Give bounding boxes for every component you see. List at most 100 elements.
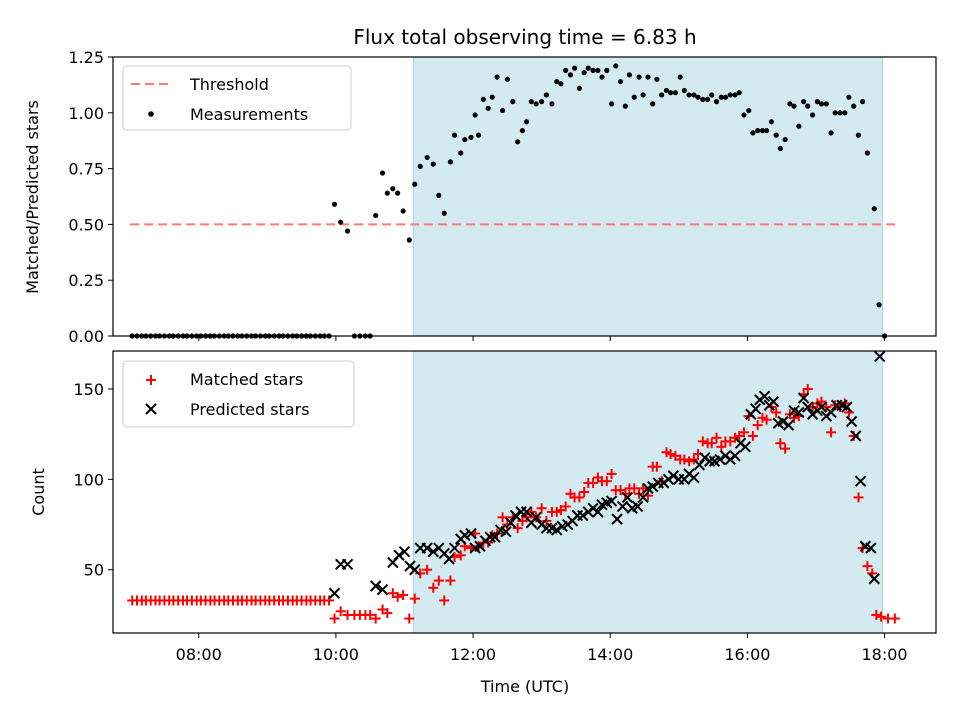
- measurement-point: [636, 74, 642, 80]
- x-axis-label: Time (UTC): [480, 677, 569, 696]
- predicted-star-point: [341, 558, 354, 571]
- measurement-point: [681, 87, 687, 94]
- measurement-point: [672, 90, 678, 96]
- measurement-point: [876, 302, 882, 308]
- measurement-point: [782, 136, 788, 143]
- measurement-point: [462, 136, 468, 143]
- matched-star-point: [422, 564, 433, 575]
- y-tick-label: 0.00: [68, 327, 104, 346]
- predicted-star-point: [865, 542, 877, 554]
- measurement-point: [695, 94, 701, 100]
- measurement-point: [390, 186, 396, 192]
- measurement-point: [654, 76, 660, 82]
- predicted-star-point: [616, 500, 629, 513]
- matched-star-point: [802, 383, 813, 394]
- x-tick-label: 10:00: [313, 645, 359, 664]
- measurement-point: [640, 92, 646, 98]
- matched-star-point: [392, 591, 403, 602]
- matched-star-point: [752, 420, 763, 431]
- predicted-star-point: [500, 526, 512, 538]
- matched-star-point: [775, 438, 786, 449]
- predicted-star-point: [427, 545, 439, 558]
- matched-star-point: [512, 523, 523, 534]
- measurement-point: [768, 119, 775, 125]
- x-tick-label: 08:00: [176, 645, 222, 664]
- measurement-point: [805, 103, 811, 109]
- matched-star-point: [329, 613, 340, 624]
- measurement-point: [331, 201, 338, 207]
- predicted-star-point: [592, 506, 604, 518]
- matched-star-point: [738, 427, 749, 438]
- predicted-star-point: [448, 542, 461, 554]
- predicted-star-point: [874, 350, 886, 363]
- predicted-star-point: [577, 509, 589, 522]
- matched-star-point: [620, 488, 631, 499]
- measurement-point: [809, 112, 816, 118]
- matched-star-point: [606, 468, 617, 479]
- matched-star-point: [871, 609, 882, 620]
- matched-star-point: [697, 436, 708, 447]
- top-plot-frame: [112, 56, 937, 337]
- measurement-point: [796, 123, 802, 129]
- matched-star-point: [876, 611, 887, 622]
- measurement-point: [436, 192, 442, 198]
- measurement-point: [763, 128, 770, 134]
- measurement-point: [626, 72, 633, 78]
- measurement-point: [604, 67, 610, 73]
- measurement-point: [558, 81, 564, 87]
- measurement-point: [659, 92, 665, 98]
- matched-star-point: [862, 561, 873, 572]
- measurement-point: [667, 90, 674, 96]
- matched-star-point: [428, 582, 439, 593]
- measurement-point: [855, 132, 862, 138]
- y-tick-label: 0.25: [68, 271, 104, 290]
- matched-star-point: [370, 613, 381, 624]
- measurement-point: [650, 101, 656, 107]
- measurement-point: [417, 163, 423, 169]
- predicted-star-point: [854, 475, 867, 487]
- measurement-point: [864, 150, 871, 156]
- predicted-star-point: [868, 573, 880, 585]
- measurement-point: [590, 67, 596, 73]
- measurement-point: [523, 119, 530, 125]
- predicted-star-point: [688, 471, 700, 484]
- measurement-point: [705, 96, 711, 103]
- matched-star-point: [853, 492, 864, 503]
- predicted-star-point: [369, 580, 382, 592]
- predicted-star-point: [621, 491, 634, 504]
- measurement-point: [494, 74, 500, 80]
- predicted-star-point: [530, 511, 542, 524]
- matched-star-point: [579, 487, 590, 497]
- matched-star-point: [688, 454, 699, 465]
- measurement-point: [480, 96, 486, 103]
- bottom-legend: Matched stars Predicted stars: [122, 360, 355, 428]
- matched-star-point: [816, 396, 827, 407]
- matched-star-point: [651, 461, 662, 472]
- measurement-point: [447, 159, 454, 165]
- matched-star-point: [761, 414, 772, 425]
- x-tick-label: 12:00: [450, 645, 496, 664]
- measurement-point: [485, 105, 491, 111]
- measurement-point: [691, 92, 697, 98]
- top-legend: Threshold Measurements: [122, 65, 352, 131]
- legend-threshold-label: Threshold: [189, 75, 269, 94]
- measurement-point: [750, 130, 756, 136]
- measurement-point: [475, 132, 482, 138]
- predicted-star-point: [758, 390, 771, 402]
- matched-star-point: [398, 590, 409, 601]
- measurement-point: [539, 99, 545, 105]
- matched-star-point: [629, 483, 640, 494]
- measurement-point: [801, 99, 807, 105]
- matched-star-point: [455, 550, 466, 561]
- predicted-star-point: [777, 415, 789, 428]
- matched-star-point: [789, 412, 800, 423]
- matched-star-point: [335, 606, 346, 617]
- measurement-point: [515, 139, 521, 145]
- measurement-point: [851, 103, 857, 109]
- measurement-point: [554, 78, 560, 85]
- measurement-point: [567, 72, 574, 78]
- measurement-point: [412, 181, 418, 187]
- predicted-star-point: [551, 524, 563, 536]
- measurement-point: [338, 219, 344, 225]
- bottom-plot-frame: [112, 350, 937, 634]
